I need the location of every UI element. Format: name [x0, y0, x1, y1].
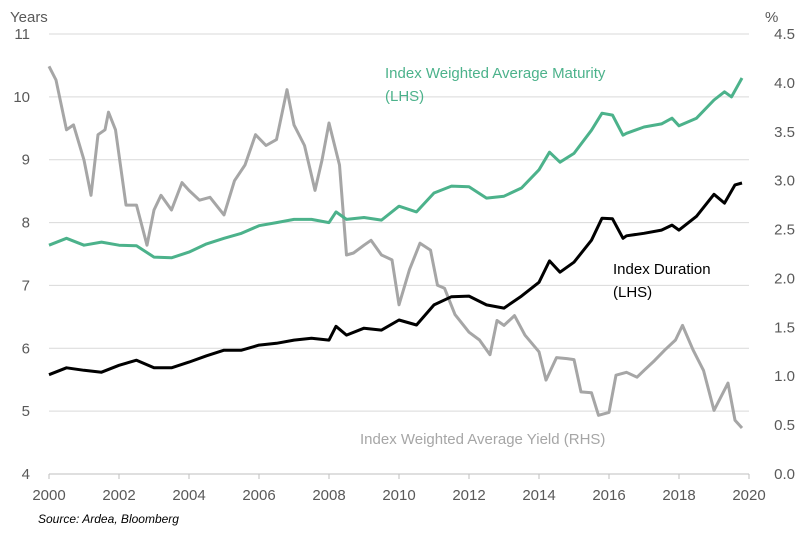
right-tick-label: 4.0 — [774, 75, 795, 92]
left-tick-label: 7 — [22, 277, 30, 294]
x-tick-label: 2004 — [172, 487, 205, 504]
right-tick-label: 3.0 — [774, 173, 795, 190]
right-tick-label: 0.0 — [774, 466, 795, 483]
series-lines — [47, 65, 744, 430]
right-tick-label: 4.5 — [774, 26, 795, 43]
left-tick-label: 4 — [22, 466, 30, 483]
right-tick-label: 2.0 — [774, 270, 795, 287]
right-tick-label: 1.5 — [774, 319, 795, 336]
left-tick-label: 5 — [22, 403, 30, 420]
x-tick-label: 2000 — [32, 487, 65, 504]
x-tick-label: 2020 — [732, 487, 765, 504]
maturity-label-line2: (LHS) — [385, 88, 424, 105]
left-axis-unit: Years — [10, 9, 48, 26]
left-tick-label: 11 — [14, 26, 30, 43]
x-tick-label: 2010 — [382, 487, 415, 504]
x-tick-label: 2016 — [592, 487, 625, 504]
left-tick-label: 8 — [22, 215, 30, 232]
duration-label-line2: (LHS) — [613, 284, 652, 301]
source-note: Source: Ardea, Bloomberg — [38, 512, 179, 526]
right-tick-label: 3.5 — [774, 124, 795, 141]
series-line-0 — [48, 77, 744, 260]
yield-label: Index Weighted Average Yield (RHS) — [360, 431, 605, 448]
x-tick-label: 2006 — [242, 487, 275, 504]
right-tick-label: 1.0 — [774, 368, 795, 385]
series-line-1 — [48, 181, 743, 377]
x-tick-label: 2018 — [662, 487, 695, 504]
gridlines — [48, 33, 750, 479]
right-axis-unit: % — [765, 9, 778, 26]
x-tick-label: 2002 — [102, 487, 135, 504]
left-tick-label: 10 — [13, 89, 30, 106]
x-tick-label: 2008 — [312, 487, 345, 504]
series-line-2 — [47, 65, 744, 430]
duration-label-line1: Index Duration — [613, 261, 711, 278]
left-tick-label: 9 — [22, 152, 30, 169]
right-tick-label: 0.5 — [774, 417, 795, 434]
right-tick-label: 2.5 — [774, 222, 795, 239]
maturity-label-line1: Index Weighted Average Maturity — [385, 65, 606, 82]
left-tick-label: 6 — [22, 340, 30, 357]
x-tick-label: 2012 — [452, 487, 485, 504]
tick-labels: 4 5 6 7 8 9 10 11 0.0 0.5 1.0 1.5 2.0 2.5 3.0 3.5 4.0 4.5… — [13, 26, 795, 504]
x-tick-label: 2014 — [522, 487, 555, 504]
